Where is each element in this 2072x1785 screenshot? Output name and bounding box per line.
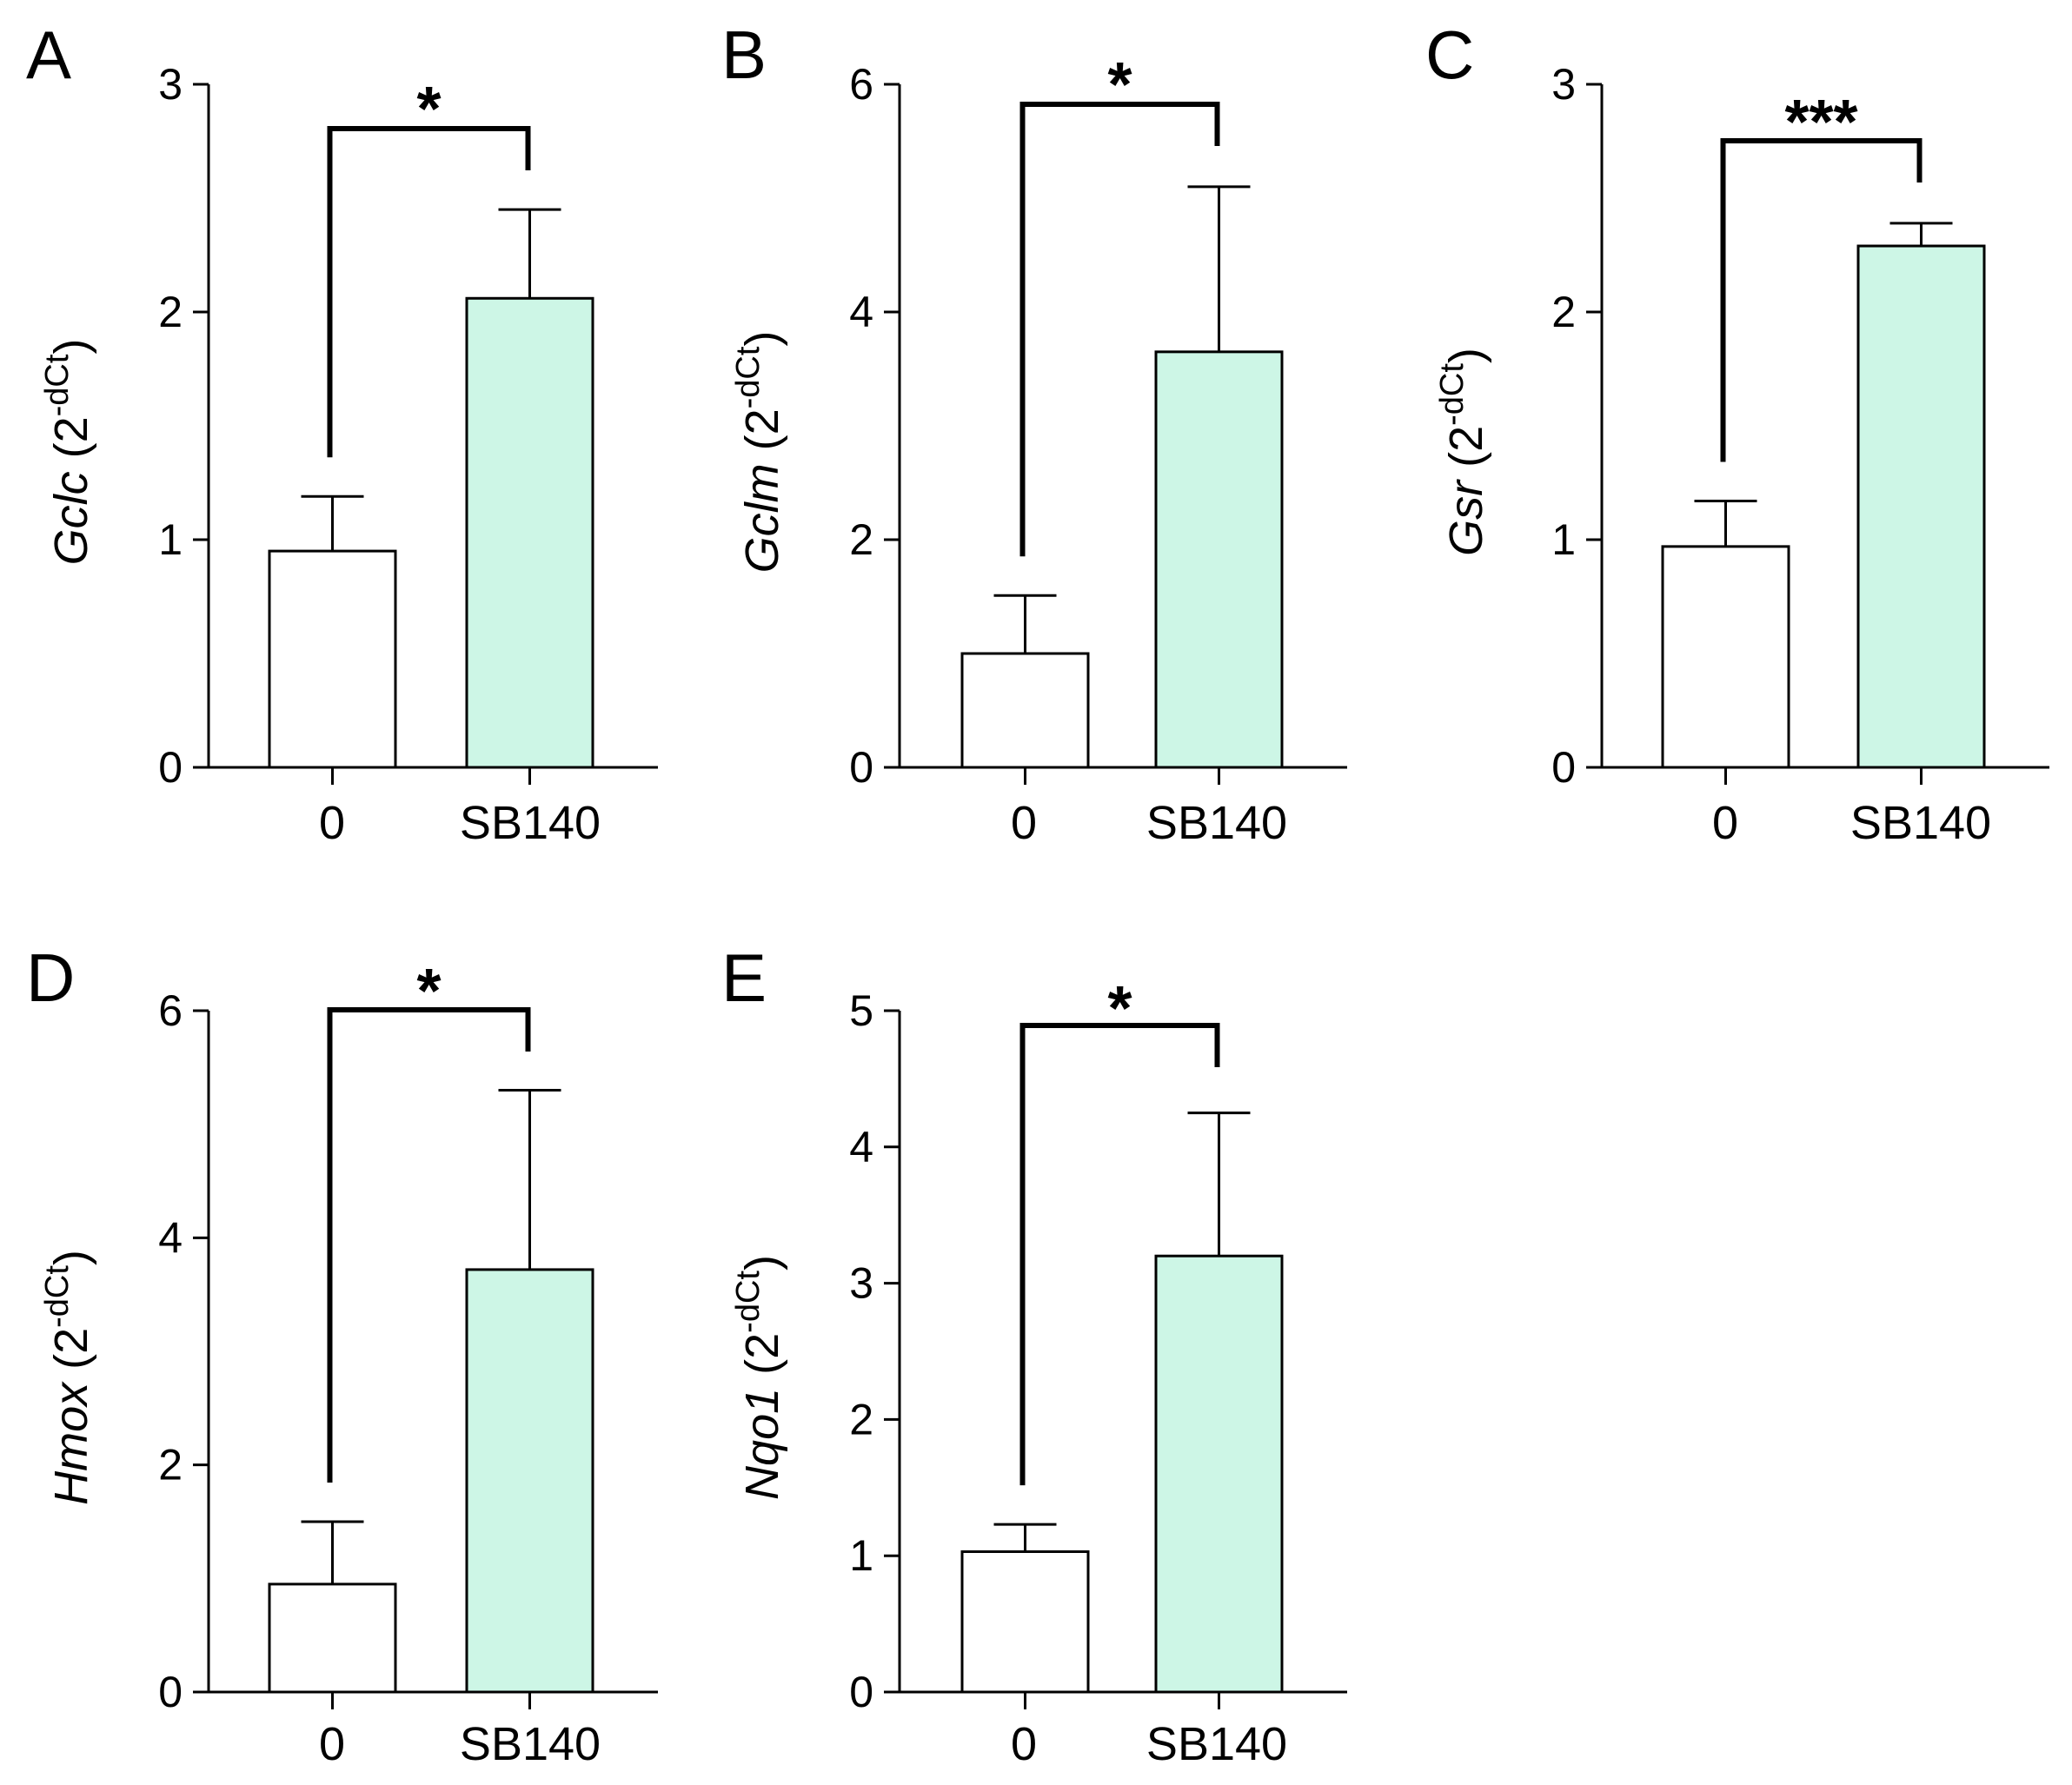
y-tick-label-e: 1 xyxy=(849,1531,873,1580)
unit-superscript-c: -dCt xyxy=(1434,363,1471,426)
unit-superscript-b: -dCt xyxy=(730,346,767,408)
bar-d-1 xyxy=(465,1268,594,1694)
panel-letter-a: A xyxy=(26,17,71,93)
unit-close-d: ) xyxy=(45,1250,97,1265)
y-tick-label-b: 4 xyxy=(849,288,873,336)
category-label-c-0: 0 xyxy=(1712,797,1738,849)
significance-marker-e: * xyxy=(1107,974,1132,1044)
bar-d-0 xyxy=(268,1583,397,1694)
y-tick-label-d: 6 xyxy=(158,986,183,1035)
unit-c: (2 xyxy=(1440,426,1492,468)
y-axis-label-b: Gclm (2-dCt) xyxy=(730,331,788,574)
category-label-d-0: 0 xyxy=(319,1718,345,1770)
bar-c-1 xyxy=(1856,244,1986,769)
panel-letter-b: B xyxy=(721,17,767,93)
category-label-b-0: 0 xyxy=(1011,797,1037,849)
gene-name-b: Gclm xyxy=(736,450,788,573)
significance-bracket-a xyxy=(327,126,531,458)
bar-e-0 xyxy=(960,1549,1090,1694)
y-tick-label-b: 2 xyxy=(849,515,873,564)
unit-a: (2 xyxy=(45,416,97,458)
bar-a-0 xyxy=(268,549,397,769)
panel-letter-e: E xyxy=(721,939,767,1016)
significance-bracket-c xyxy=(1720,138,1923,462)
category-label-e-0: 0 xyxy=(1011,1718,1037,1770)
unit-close-c: ) xyxy=(1440,348,1492,363)
significance-marker-b: * xyxy=(1107,50,1132,120)
panel-letter-c: C xyxy=(1425,17,1474,93)
gene-name-a: Gclc xyxy=(45,458,97,565)
y-tick-label-d: 2 xyxy=(158,1441,183,1490)
y-tick-label-a: 1 xyxy=(158,515,183,564)
y-axis-label-e: Nqo1 (2-dCt) xyxy=(730,1255,788,1500)
y-tick-label-a: 0 xyxy=(158,743,183,792)
unit-d: (2 xyxy=(45,1328,97,1370)
significance-marker-c: *** xyxy=(1784,88,1857,157)
category-label-d-1: SB140 xyxy=(460,1718,601,1770)
category-label-a-1: SB140 xyxy=(460,797,601,849)
bar-b-0 xyxy=(960,652,1090,769)
y-tick-label-c: 1 xyxy=(1551,515,1576,564)
category-label-c-1: SB140 xyxy=(1850,797,1991,849)
bar-a-1 xyxy=(465,296,594,769)
y-tick-label-e: 5 xyxy=(849,986,873,1035)
unit-close-a: ) xyxy=(45,339,97,355)
bar-c-0 xyxy=(1661,545,1790,769)
y-axis-label-d: Hmox (2-dCt) xyxy=(39,1250,97,1505)
y-tick-label-d: 4 xyxy=(158,1213,183,1262)
y-tick-label-b: 6 xyxy=(849,60,873,109)
y-tick-label-e: 3 xyxy=(849,1259,873,1308)
category-label-e-1: SB140 xyxy=(1146,1718,1287,1770)
unit-close-e: ) xyxy=(736,1255,788,1271)
gene-name-d: Hmox xyxy=(45,1370,97,1505)
unit-b: (2 xyxy=(736,408,788,450)
y-tick-label-e: 2 xyxy=(849,1395,873,1443)
y-axis-label-a: Gclc (2-dCt) xyxy=(39,339,97,566)
unit-close-b: ) xyxy=(736,331,788,347)
significance-marker-d: * xyxy=(416,957,441,1026)
unit-superscript-a: -dCt xyxy=(39,354,76,416)
panel-letter-d: D xyxy=(26,939,75,1016)
y-tick-label-a: 3 xyxy=(158,60,183,109)
y-tick-label-d: 0 xyxy=(158,1668,183,1716)
y-tick-label-e: 4 xyxy=(849,1123,873,1171)
y-tick-label-c: 0 xyxy=(1551,743,1576,792)
category-label-b-1: SB140 xyxy=(1146,797,1287,849)
bar-b-1 xyxy=(1154,350,1284,769)
y-axis-label-c: Gsr (2-dCt) xyxy=(1434,348,1492,556)
gene-name-e: Nqo1 xyxy=(736,1375,788,1500)
significance-bracket-d xyxy=(327,1007,531,1483)
y-tick-label-e: 0 xyxy=(849,1668,873,1716)
unit-superscript-e: -dCt xyxy=(730,1271,767,1333)
significance-marker-a: * xyxy=(416,75,441,144)
y-tick-label-c: 2 xyxy=(1551,288,1576,336)
unit-superscript-d: -dCt xyxy=(39,1265,76,1328)
category-label-a-0: 0 xyxy=(319,797,345,849)
y-tick-label-a: 2 xyxy=(158,288,183,336)
unit-e: (2 xyxy=(736,1333,788,1375)
y-tick-label-c: 3 xyxy=(1551,60,1576,109)
y-tick-label-b: 0 xyxy=(849,743,873,792)
significance-bracket-e xyxy=(1019,1023,1220,1486)
bar-e-1 xyxy=(1154,1254,1284,1694)
gene-name-c: Gsr xyxy=(1440,468,1492,556)
significance-bracket-b xyxy=(1019,102,1220,557)
